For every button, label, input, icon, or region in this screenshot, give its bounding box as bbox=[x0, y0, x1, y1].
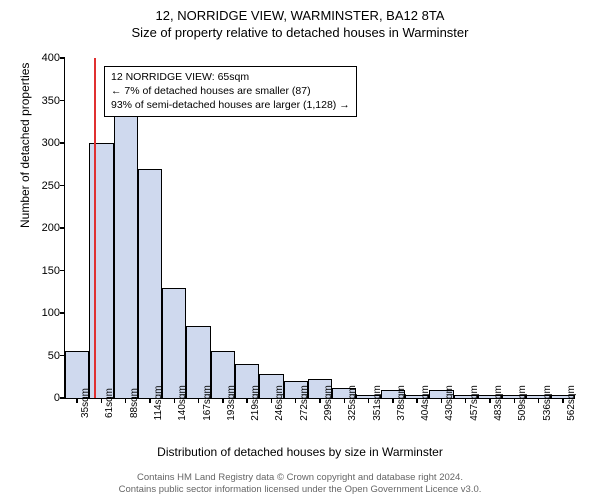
chart-title: 12, NORRIDGE VIEW, WARMINSTER, BA12 8TA bbox=[0, 0, 600, 23]
x-tick-label: 404sqm bbox=[420, 385, 431, 421]
x-tick-label: 483sqm bbox=[493, 385, 504, 421]
y-tick-mark bbox=[60, 142, 65, 144]
x-tick-mark bbox=[222, 398, 224, 403]
x-tick-mark bbox=[368, 398, 370, 403]
x-tick-label: 378sqm bbox=[396, 385, 407, 421]
y-tick-label: 200 bbox=[42, 222, 60, 234]
annotation-line1: 12 NORRIDGE VIEW: 65sqm bbox=[111, 70, 350, 84]
x-tick-label: 114sqm bbox=[153, 386, 164, 421]
histogram-bar bbox=[114, 102, 138, 398]
x-tick-mark bbox=[246, 398, 248, 403]
y-axis-label: Number of detached properties bbox=[18, 63, 32, 228]
y-tick-label: 250 bbox=[42, 180, 60, 192]
x-tick-mark bbox=[319, 398, 321, 403]
y-tick-mark bbox=[60, 227, 65, 229]
x-tick-label: 88sqm bbox=[129, 388, 140, 418]
chart-area: 35sqm61sqm88sqm114sqm140sqm167sqm193sqm2… bbox=[64, 58, 574, 398]
x-tick-mark bbox=[441, 398, 443, 403]
x-tick-label: 299sqm bbox=[323, 385, 334, 421]
x-tick-label: 430sqm bbox=[444, 385, 455, 421]
x-tick-mark bbox=[392, 398, 394, 403]
y-tick-label: 300 bbox=[42, 137, 60, 149]
x-tick-mark bbox=[538, 398, 540, 403]
footer-line1: Contains HM Land Registry data © Crown c… bbox=[0, 472, 600, 484]
x-tick-mark bbox=[76, 398, 78, 403]
y-tick-mark bbox=[60, 185, 65, 187]
x-tick-mark bbox=[489, 398, 491, 403]
x-tick-label: 246sqm bbox=[274, 385, 285, 421]
annotation-line3: 93% of semi-detached houses are larger (… bbox=[111, 98, 350, 112]
y-tick-label: 350 bbox=[42, 95, 60, 107]
x-tick-mark bbox=[101, 398, 103, 403]
x-tick-mark bbox=[174, 398, 176, 403]
y-tick-label: 150 bbox=[42, 265, 60, 277]
x-tick-label: 562sqm bbox=[566, 385, 577, 421]
x-tick-mark bbox=[198, 398, 200, 403]
x-tick-mark bbox=[514, 398, 516, 403]
footer-line2: Contains public sector information licen… bbox=[0, 484, 600, 496]
x-tick-label: 351sqm bbox=[372, 385, 383, 421]
x-tick-label: 167sqm bbox=[202, 385, 213, 421]
marker-line bbox=[94, 58, 96, 398]
x-tick-mark bbox=[125, 398, 127, 403]
x-tick-mark bbox=[562, 398, 564, 403]
y-tick-mark bbox=[60, 312, 65, 314]
chart-subtitle: Size of property relative to detached ho… bbox=[0, 23, 600, 40]
x-axis-label: Distribution of detached houses by size … bbox=[0, 445, 600, 459]
footer: Contains HM Land Registry data © Crown c… bbox=[0, 472, 600, 496]
x-tick-label: 219sqm bbox=[250, 385, 261, 421]
x-tick-label: 536sqm bbox=[542, 385, 553, 421]
annotation-line2: ← 7% of detached houses are smaller (87) bbox=[111, 84, 350, 98]
chart-container: 12, NORRIDGE VIEW, WARMINSTER, BA12 8TA … bbox=[0, 0, 600, 500]
x-tick-mark bbox=[416, 398, 418, 403]
y-tick-label: 400 bbox=[42, 52, 60, 64]
x-tick-mark bbox=[271, 398, 273, 403]
x-tick-label: 272sqm bbox=[299, 385, 310, 421]
x-tick-mark bbox=[344, 398, 346, 403]
x-tick-mark bbox=[465, 398, 467, 403]
x-tick-label: 457sqm bbox=[469, 385, 480, 421]
y-tick-mark bbox=[60, 57, 65, 59]
x-tick-label: 61sqm bbox=[104, 388, 115, 418]
x-tick-label: 325sqm bbox=[347, 385, 358, 421]
x-tick-mark bbox=[295, 398, 297, 403]
x-tick-label: 140sqm bbox=[177, 385, 188, 421]
histogram-bar bbox=[162, 288, 186, 399]
y-tick-label: 100 bbox=[42, 307, 60, 319]
x-tick-label: 193sqm bbox=[226, 385, 237, 421]
y-tick-label: 50 bbox=[48, 350, 60, 362]
y-tick-mark bbox=[60, 270, 65, 272]
x-tick-label: 35sqm bbox=[80, 388, 91, 418]
histogram-bar bbox=[138, 169, 162, 399]
y-tick-mark bbox=[60, 100, 65, 102]
annotation-box: 12 NORRIDGE VIEW: 65sqm ← 7% of detached… bbox=[104, 66, 357, 117]
x-tick-label: 509sqm bbox=[517, 385, 528, 421]
y-tick-label: 0 bbox=[54, 392, 60, 404]
x-tick-mark bbox=[149, 398, 151, 403]
